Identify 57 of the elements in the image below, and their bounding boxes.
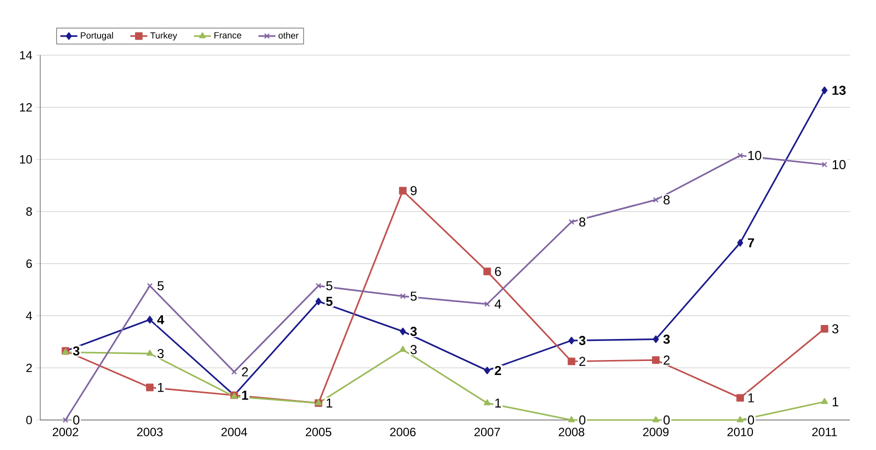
data-label: 3 [410, 344, 417, 354]
data-label: 2 [494, 366, 502, 375]
data-label: 4 [157, 315, 164, 324]
data-label: 0 [579, 415, 586, 424]
data-label: 3 [158, 348, 164, 358]
legend-label: Turkey [150, 32, 178, 40]
data-label: 3 [578, 336, 586, 346]
legend-label: Portugal [80, 32, 113, 40]
x-tick-label: 2004 [221, 428, 248, 436]
y-tick-label: 10 [20, 155, 32, 164]
data-label: 7 [748, 238, 754, 248]
x-tick-label: 2006 [390, 428, 416, 436]
y-tick-label: 8 [26, 207, 32, 216]
data-label: 3 [832, 324, 838, 334]
y-tick-label: 4 [26, 312, 32, 320]
y-tick-label: 2 [26, 364, 32, 372]
data-label: 5 [326, 281, 332, 290]
data-label: 13 [832, 86, 846, 95]
data-label: 1 [748, 393, 754, 402]
data-label: 0 [748, 415, 754, 424]
data-label: 1 [242, 390, 248, 400]
data-label: 3 [72, 346, 80, 356]
x-tick-label: 2003 [137, 428, 163, 436]
data-label: 0 [664, 415, 670, 424]
data-label: 4 [494, 299, 502, 308]
y-tick-label: 0 [26, 416, 32, 424]
x-tick-label: 2010 [727, 428, 753, 436]
y-tick-label: 6 [26, 259, 32, 268]
x-tick-label: 2008 [558, 428, 584, 436]
data-label: 0 [73, 415, 80, 424]
data-label: 5 [158, 281, 164, 290]
data-label: 3 [663, 334, 670, 344]
data-label: 10 [748, 150, 762, 160]
data-label: 2 [579, 356, 586, 366]
x-tick-label: 2009 [643, 428, 669, 436]
data-label: 3 [410, 326, 417, 336]
x-tick-label: 2005 [306, 428, 332, 436]
data-label: 1 [158, 382, 164, 392]
data-label: 2 [242, 367, 248, 376]
y-tick-label: 14 [20, 50, 32, 60]
x-tick-label: 2011 [812, 428, 837, 436]
x-tick-label: 2007 [474, 428, 500, 436]
x-tick-label: 2002 [52, 428, 78, 436]
data-label: 1 [326, 398, 332, 408]
legend-label: France [214, 32, 242, 38]
data-label: 1 [832, 397, 838, 406]
data-label: 8 [579, 217, 586, 226]
data-label: 2 [664, 355, 670, 364]
data-label: 1 [495, 398, 501, 408]
legend-label: other [278, 32, 298, 39]
y-tick-label: 12 [20, 103, 32, 112]
data-label: 5 [326, 296, 333, 306]
data-label: 8 [664, 195, 670, 204]
data-label: 6 [495, 266, 501, 276]
data-label: 10 [832, 160, 846, 170]
data-label: 5 [410, 292, 417, 301]
data-label: 9 [410, 186, 417, 196]
